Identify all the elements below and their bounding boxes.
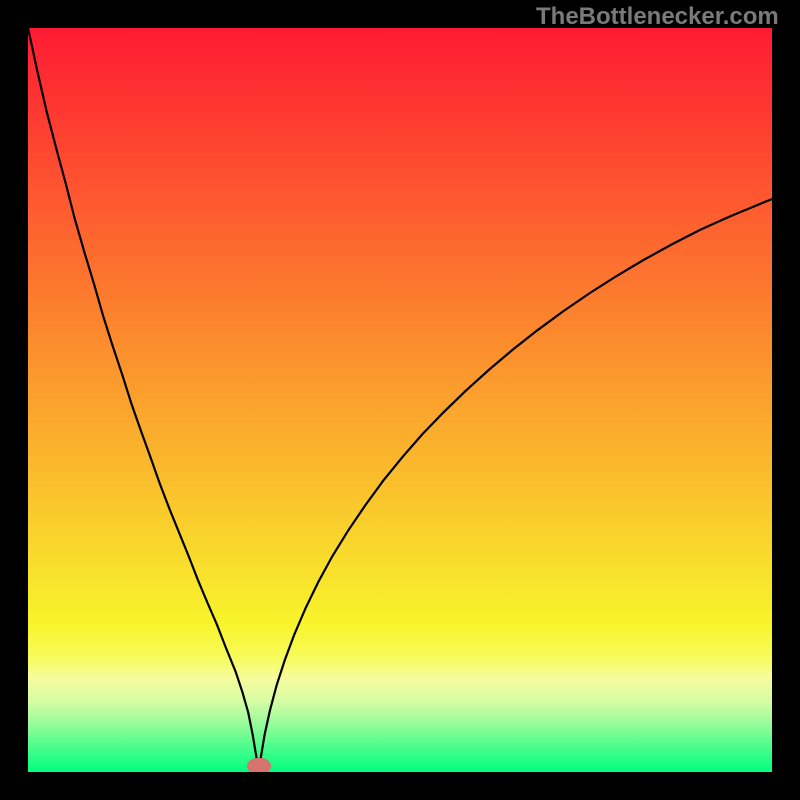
bottleneck-curve bbox=[28, 28, 772, 772]
curve-right-branch bbox=[259, 199, 772, 772]
plot-area bbox=[28, 28, 772, 772]
curve-left-branch bbox=[28, 28, 259, 772]
watermark-text: TheBottlenecker.com bbox=[536, 3, 779, 31]
optimum-marker bbox=[247, 758, 271, 772]
